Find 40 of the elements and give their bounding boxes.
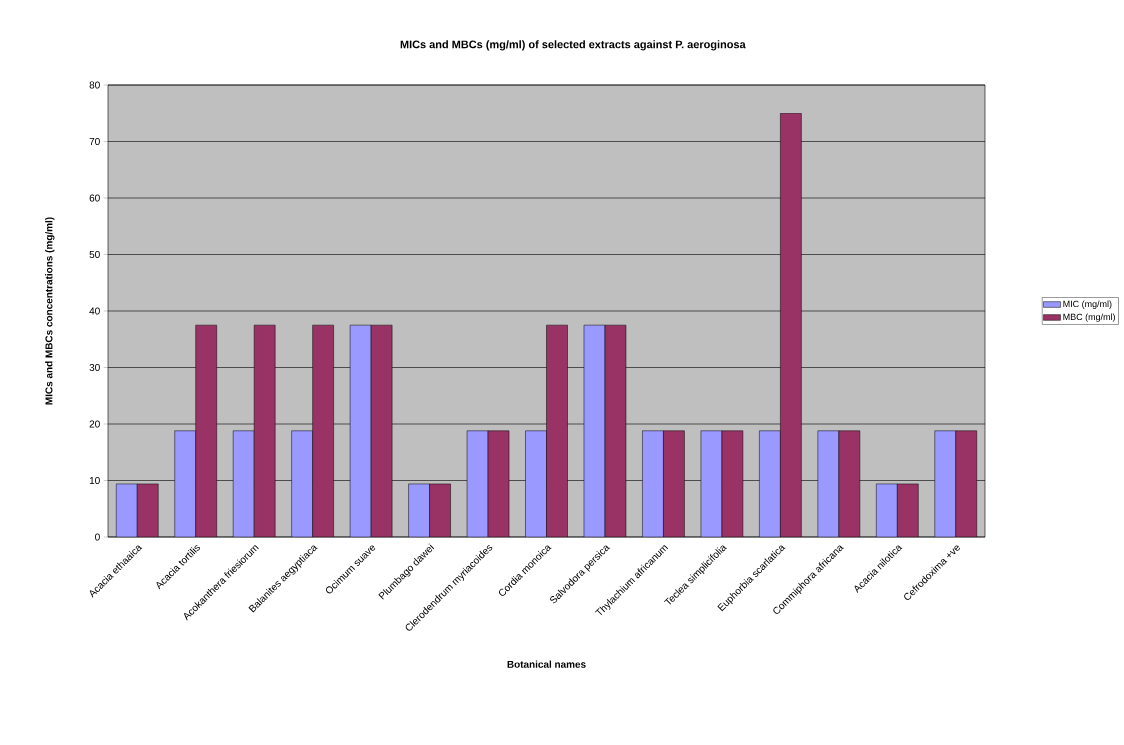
y-tick-label: 0 bbox=[95, 533, 100, 541]
bar bbox=[583, 324, 606, 537]
y-tick-label: 70 bbox=[89, 137, 100, 146]
legend-label: MIC (mg/ml) bbox=[1063, 300, 1112, 309]
bar bbox=[136, 483, 159, 537]
bar bbox=[525, 430, 547, 537]
bar bbox=[780, 113, 802, 537]
bar bbox=[370, 324, 393, 537]
bar bbox=[604, 324, 627, 537]
bar bbox=[838, 430, 861, 537]
bar bbox=[897, 483, 919, 537]
chart-title: MICs and MBCs (mg/ml) of selected extracts against P. aeroginosa bbox=[400, 40, 746, 51]
y-tick-label: 20 bbox=[89, 420, 100, 428]
bar bbox=[312, 324, 334, 537]
y-tick-label: 30 bbox=[89, 363, 100, 372]
x-axis-title: Botanical names bbox=[507, 660, 586, 668]
bar bbox=[876, 483, 898, 537]
bar bbox=[349, 324, 372, 537]
bar bbox=[429, 483, 451, 537]
y-tick-label: 80 bbox=[89, 81, 100, 89]
bar bbox=[408, 483, 430, 537]
legend-label: MBC (mg/ml) bbox=[1063, 313, 1115, 322]
y-tick-label: 50 bbox=[89, 250, 100, 259]
bar bbox=[195, 324, 217, 537]
bar bbox=[817, 430, 840, 537]
bar bbox=[174, 430, 196, 537]
bar bbox=[955, 430, 978, 537]
bar bbox=[291, 430, 313, 537]
bar bbox=[115, 483, 138, 537]
bar bbox=[253, 324, 276, 537]
y-tick-label: 40 bbox=[89, 307, 100, 315]
bar bbox=[232, 430, 255, 537]
y-tick-label: 60 bbox=[89, 194, 100, 202]
bar bbox=[642, 430, 664, 537]
bar bbox=[663, 430, 685, 537]
y-axis-title: MICs and MBCs concentrations (mg/ml) bbox=[45, 217, 55, 405]
bar bbox=[759, 430, 781, 537]
bar bbox=[934, 430, 957, 537]
y-tick-label: 10 bbox=[89, 476, 100, 485]
bar bbox=[546, 324, 568, 537]
